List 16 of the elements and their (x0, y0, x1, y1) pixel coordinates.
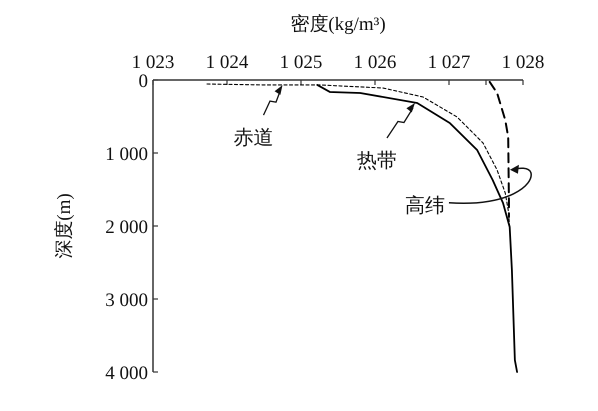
x-tick-label: 1 025 (280, 52, 322, 73)
x-tick-label: 1 027 (428, 52, 470, 73)
y-tick-label: 2 000 (105, 217, 148, 238)
y-tick-label: 4 000 (105, 363, 148, 384)
x-tick-label: 1 026 (354, 52, 396, 73)
annotation: 赤道 (234, 127, 274, 150)
ylabel: 深度(m) (54, 193, 75, 259)
y-tick-label: 3 000 (105, 290, 148, 311)
x-tick-label: 1 023 (132, 52, 174, 73)
xlabel: 密度(kg/m³) (290, 14, 386, 35)
y-tick-label: 0 (138, 71, 148, 92)
annotation: 热带 (356, 150, 397, 172)
x-tick-label: 1 028 (502, 52, 544, 73)
annotation: 高纬 (404, 194, 445, 217)
y-tick-label: 1 000 (105, 144, 148, 165)
x-tick-label: 1 024 (206, 52, 249, 73)
